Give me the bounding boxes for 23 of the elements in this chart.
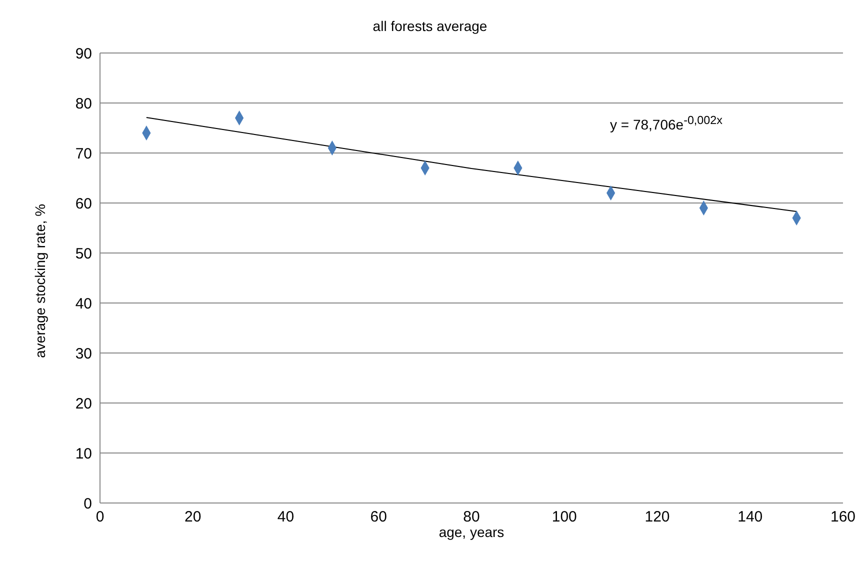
x-tick-label: 40 [277,508,294,526]
y-tick-label: 90 [75,45,92,62]
x-tick-label: 80 [463,508,480,526]
y-tick-label: 40 [75,295,92,312]
y-tick-label: 0 [84,495,92,512]
x-tick-label: 120 [644,508,670,526]
annotation: y = 78,706e$^{-0,002x}$ [610,114,722,133]
y-tick-label: 50 [75,245,92,262]
x-tick-label: 0 [96,508,104,526]
x-tick-label: 160 [830,508,856,526]
x-tick-label: 60 [370,508,387,526]
x-tick-label: 20 [184,508,202,526]
y-tick-label: 30 [75,345,92,362]
y-axis-title: average stocking rate, % [32,204,48,358]
x-tick-label: 140 [738,508,763,526]
y-tick-label: 10 [75,445,92,462]
y-tick-label: 60 [75,195,92,212]
x-axis-title: age, years [438,524,504,540]
y-tick-label: 80 [75,95,92,112]
y-tick-label: 20 [75,395,92,412]
chart-title: all forests average [372,18,488,34]
y-tick-label: 70 [75,145,92,162]
x-tick-label: 100 [552,508,577,526]
